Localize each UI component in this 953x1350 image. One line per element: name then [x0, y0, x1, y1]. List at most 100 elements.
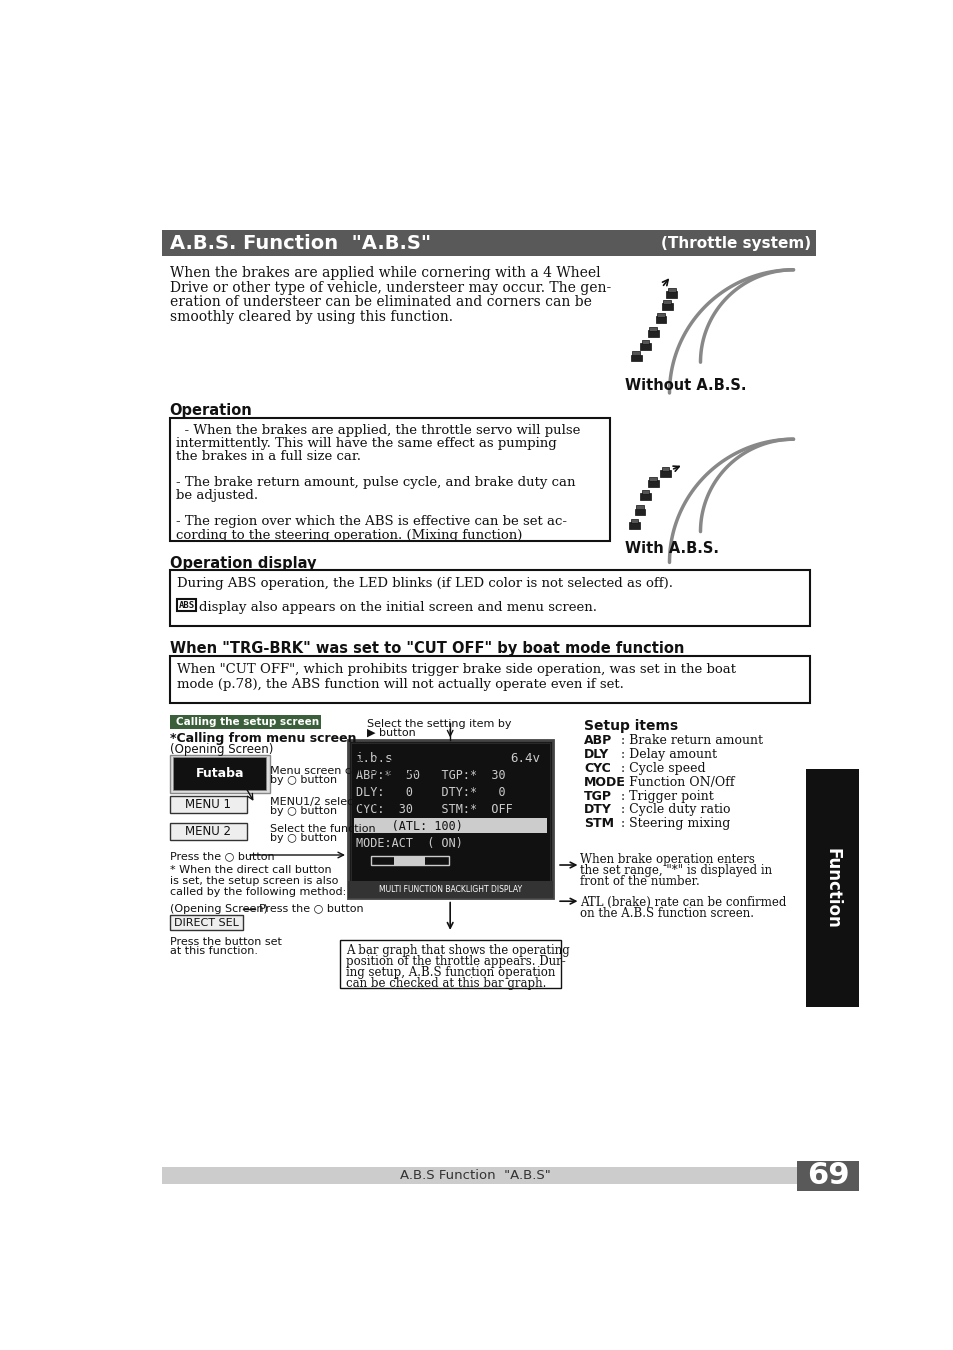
- Bar: [371, 856, 448, 865]
- Text: by ○ button: by ○ button: [270, 833, 337, 842]
- Text: : Steering mixing: : Steering mixing: [620, 817, 730, 830]
- Text: on the A.B.S function screen.: on the A.B.S function screen.: [579, 907, 754, 919]
- Text: * ▶blinks at the current: * ▶blinks at the current: [355, 757, 505, 767]
- Bar: [797, 1161, 859, 1192]
- Text: - The region over which the ABS is effective can be set ac-: - The region over which the ABS is effec…: [175, 516, 566, 528]
- Text: ATL (brake) rate can be confirmed: ATL (brake) rate can be confirmed: [579, 896, 786, 909]
- Bar: [641, 340, 649, 344]
- Bar: [177, 599, 195, 612]
- Bar: [655, 316, 666, 323]
- Text: the brakes in a full size car.: the brakes in a full size car.: [175, 450, 360, 463]
- Text: eration of understeer can be eliminated and corners can be: eration of understeer can be eliminated …: [170, 296, 591, 309]
- Text: MODE: MODE: [583, 776, 625, 788]
- Bar: [649, 327, 657, 331]
- Text: (Opening Screen): (Opening Screen): [170, 903, 267, 914]
- Bar: [170, 795, 247, 813]
- Text: by ○ button: by ○ button: [270, 775, 337, 784]
- Text: is set, the setup screen is also: is set, the setup screen is also: [170, 876, 337, 886]
- Text: Futaba: Futaba: [195, 767, 244, 780]
- Text: ▶ button: ▶ button: [367, 728, 416, 738]
- Bar: [657, 313, 664, 317]
- Text: A.B.S Function  "A.B.S": A.B.S Function "A.B.S": [400, 1169, 551, 1181]
- Bar: [649, 477, 657, 481]
- Text: called by the following method:: called by the following method:: [170, 887, 346, 896]
- Text: MENU 1: MENU 1: [185, 798, 232, 811]
- Bar: [162, 230, 815, 256]
- Bar: [170, 716, 320, 729]
- Bar: [662, 300, 670, 304]
- Bar: [173, 757, 266, 790]
- Text: the set range, "*" is displayed in: the set range, "*" is displayed in: [579, 864, 772, 878]
- Text: (ATL: 100): (ATL: 100): [355, 819, 462, 833]
- Text: Select the setting item by: Select the setting item by: [367, 718, 511, 729]
- Bar: [634, 509, 645, 516]
- Text: *Calling from menu screen: *Calling from menu screen: [170, 732, 355, 745]
- Text: : Brake return amount: : Brake return amount: [620, 734, 762, 747]
- Bar: [630, 355, 641, 362]
- Text: TGP: TGP: [583, 790, 612, 802]
- Text: ABS: ABS: [178, 601, 194, 610]
- Text: by ○ button: by ○ button: [270, 806, 337, 815]
- Text: MODE:ACT  ( ON): MODE:ACT ( ON): [355, 837, 462, 849]
- Bar: [629, 522, 639, 529]
- Text: DLY: DLY: [583, 748, 609, 761]
- Text: Operation: Operation: [170, 404, 253, 418]
- Text: A.B.S. Function  "A.B.S": A.B.S. Function "A.B.S": [170, 234, 431, 252]
- Text: When the brakes are applied while cornering with a 4 Wheel: When the brakes are applied while corner…: [170, 266, 599, 279]
- Bar: [170, 417, 609, 541]
- Text: - When the brakes are applied, the throttle servo will pulse: - When the brakes are applied, the throt…: [175, 424, 579, 437]
- Text: When "TRG-BRK" was set to "CUT OFF" by boat mode function: When "TRG-BRK" was set to "CUT OFF" by b…: [170, 641, 683, 656]
- Text: front of the number.: front of the number.: [579, 875, 700, 888]
- Text: Function: Function: [822, 848, 841, 929]
- Text: be adjusted.: be adjusted.: [175, 489, 257, 502]
- Text: display also appears on the initial screen and menu screen.: display also appears on the initial scre…: [199, 601, 597, 614]
- Text: When "CUT OFF", which prohibits trigger brake side operation, was set in the boa: When "CUT OFF", which prohibits trigger …: [177, 663, 736, 675]
- Text: Press the button set: Press the button set: [170, 937, 281, 946]
- Text: position of the throttle appears. Dur-: position of the throttle appears. Dur-: [346, 954, 565, 968]
- Text: MULTI FUNCTION BACKLIGHT DISPLAY: MULTI FUNCTION BACKLIGHT DISPLAY: [378, 886, 521, 894]
- Bar: [162, 1166, 797, 1184]
- Bar: [641, 490, 649, 494]
- Text: : Trigger point: : Trigger point: [620, 790, 714, 802]
- Bar: [661, 302, 672, 311]
- Text: A bar graph that shows the operating: A bar graph that shows the operating: [346, 944, 570, 957]
- Bar: [639, 343, 650, 350]
- Bar: [661, 467, 669, 471]
- Text: Calling the setup screen: Calling the setup screen: [175, 717, 318, 726]
- Text: ABP:*  50   TGP:*  30: ABP:* 50 TGP:* 30: [355, 768, 505, 782]
- Text: Without A.B.S.: Without A.B.S.: [624, 378, 745, 393]
- Text: can be checked at this bar graph.: can be checked at this bar graph.: [346, 976, 546, 990]
- Bar: [351, 744, 550, 895]
- Text: (Throttle system): (Throttle system): [660, 236, 810, 251]
- Bar: [647, 329, 658, 336]
- Text: : Function ON/Off: : Function ON/Off: [620, 776, 734, 788]
- Text: - The brake return amount, pulse cycle, and brake duty can: - The brake return amount, pulse cycle, …: [175, 477, 575, 489]
- Text: MENU1/2 selection: MENU1/2 selection: [270, 798, 375, 807]
- Bar: [340, 941, 560, 988]
- Text: Setup items: Setup items: [583, 718, 678, 733]
- Bar: [170, 822, 247, 840]
- Text: DIRECT SEL: DIRECT SEL: [173, 918, 238, 927]
- Text: DLY:   0    DTY:*   0: DLY: 0 DTY:* 0: [355, 786, 505, 799]
- Text: : Cycle duty ratio: : Cycle duty ratio: [620, 803, 730, 817]
- Bar: [394, 856, 425, 865]
- Bar: [354, 818, 546, 833]
- Text: smoothly cleared by using this function.: smoothly cleared by using this function.: [170, 310, 452, 324]
- Bar: [667, 289, 675, 292]
- Bar: [639, 493, 650, 500]
- Text: at this function.: at this function.: [170, 946, 257, 956]
- Text: : Cycle speed: : Cycle speed: [620, 761, 705, 775]
- Text: Menu screen call: Menu screen call: [270, 767, 364, 776]
- Text: 69: 69: [806, 1161, 849, 1189]
- Text: Press the ○ button: Press the ○ button: [258, 903, 363, 914]
- Bar: [636, 505, 643, 509]
- Text: MENU 2: MENU 2: [185, 825, 232, 837]
- Text: (ATL: 100): (ATL: 100): [355, 819, 462, 833]
- Bar: [632, 351, 639, 355]
- Text: Operation display: Operation display: [170, 556, 315, 571]
- Bar: [666, 292, 677, 298]
- Text: i.b.s: i.b.s: [355, 752, 393, 765]
- Text: With A.B.S.: With A.B.S.: [624, 541, 718, 556]
- Text: (Opening Screen): (Opening Screen): [170, 744, 273, 756]
- Bar: [170, 570, 809, 625]
